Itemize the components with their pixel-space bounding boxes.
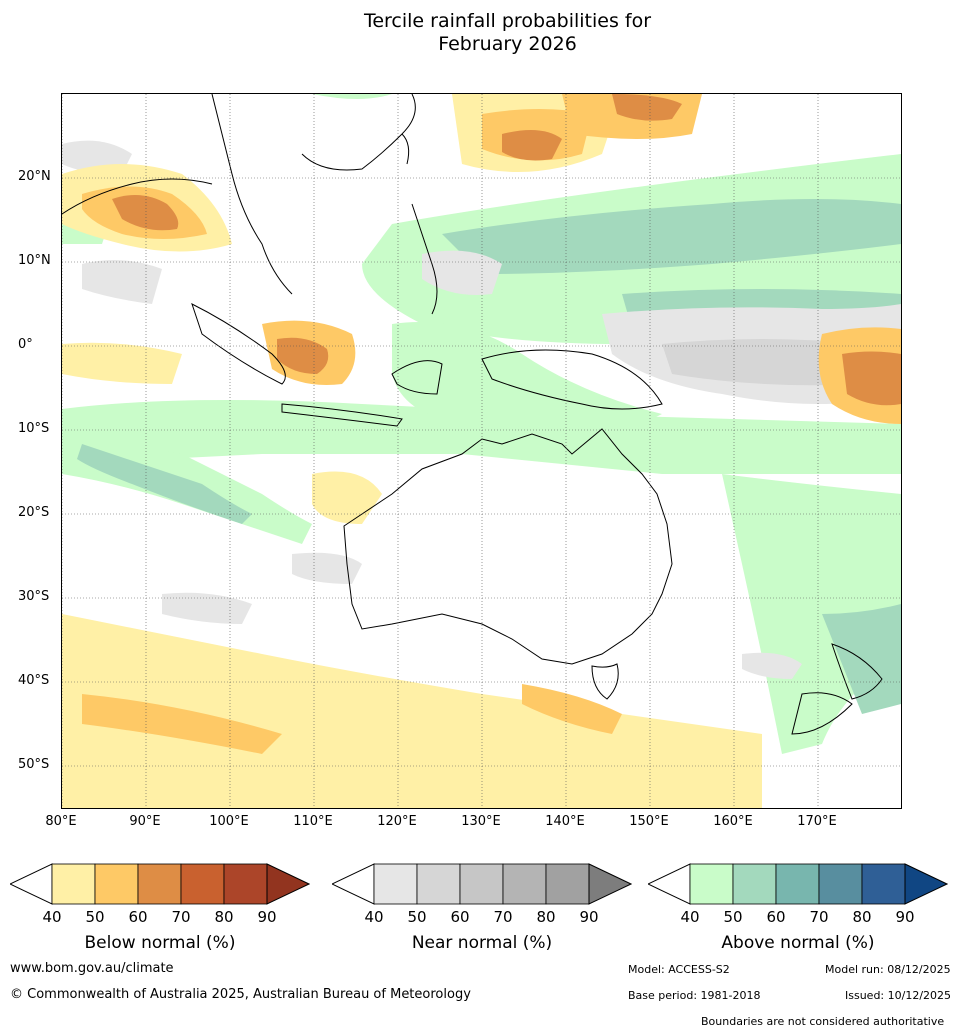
colorbar-tick: 70 [493, 908, 513, 926]
colorbar-segment [51, 863, 96, 905]
colorbar-segment [689, 863, 734, 905]
title-line-1: Tercile rainfall probabilities for [363, 10, 652, 32]
sumatra-outline [191, 303, 286, 385]
colorbar-label: Near normal (%) [411, 933, 553, 953]
forecast-map [61, 93, 902, 809]
model-name: Model: ACCESS-S2 [628, 963, 730, 976]
colorbar-segment [545, 863, 590, 905]
colorbar-tick: 70 [171, 908, 191, 926]
colorbar-tick: 40 [364, 908, 384, 926]
lon-label: 170°E [797, 814, 837, 829]
lat-label: 30°S [18, 589, 50, 604]
colorbar-under [8, 863, 53, 905]
colorbar-segment [732, 863, 777, 905]
graticule [62, 94, 901, 808]
java-outline [281, 403, 403, 427]
north-island-outline [831, 643, 883, 700]
colorbar-label: Above normal (%) [721, 933, 875, 953]
philippines-outline [411, 203, 438, 315]
colorbar-segment [223, 863, 268, 905]
lat-label: 20°N [18, 169, 51, 184]
lat-label: 50°S [18, 757, 50, 772]
lon-label: 140°E [545, 814, 585, 829]
colorbar-tick: 40 [42, 908, 62, 926]
lon-label: 90°E [129, 814, 161, 829]
disclaimer: Boundaries are not considered authoritat… [701, 1015, 945, 1028]
lon-label: 80°E [45, 814, 77, 829]
map-canvas [62, 94, 901, 808]
base-period: Base period: 1981-2018 [628, 989, 761, 1002]
mainland-asia-outline [211, 94, 293, 295]
colorbar-tick: 80 [536, 908, 556, 926]
colorbar-legend: 40 50 60 70 80 90 Above normal (%) [646, 863, 949, 963]
colorbar-tick: 60 [450, 908, 470, 926]
colorbar-segment [502, 863, 547, 905]
australia-outline [343, 428, 673, 665]
colorbar-over [266, 863, 311, 905]
colorbar-tick: 90 [895, 908, 915, 926]
map-title: Tercile rainfall probabilities for Febru… [0, 10, 965, 56]
lon-label: 150°E [629, 814, 669, 829]
colorbar-tick: 50 [85, 908, 105, 926]
title-line-2: February 2026 [438, 33, 577, 55]
colorbar-tick: 70 [809, 908, 829, 926]
lon-label: 120°E [377, 814, 417, 829]
lat-label: 10°N [18, 253, 51, 268]
website-link[interactable]: www.bom.gov.au/climate [10, 961, 174, 976]
colorbar-segment [180, 863, 225, 905]
colorbar-segment [818, 863, 863, 905]
taiwan-outline [401, 133, 410, 165]
lat-label: 20°S [18, 505, 50, 520]
colorbar-segment [861, 863, 906, 905]
colorbar-legend: 40 50 60 70 80 90 Near normal (%) [330, 863, 633, 963]
colorbar-label: Below normal (%) [84, 933, 236, 953]
coastlines [62, 94, 883, 735]
colorbar [8, 863, 311, 905]
copyright: © Commonwealth of Australia 2025, Austra… [10, 987, 471, 1002]
colorbar-tick: 50 [723, 908, 743, 926]
colorbar-tick: 90 [579, 908, 599, 926]
colorbar-over [588, 863, 633, 905]
colorbar-tick: 60 [766, 908, 786, 926]
colorbar-segment [416, 863, 461, 905]
lat-label: 40°S [18, 673, 50, 688]
lon-label: 160°E [713, 814, 753, 829]
colorbar-tick: 80 [852, 908, 872, 926]
colorbar-segment [459, 863, 504, 905]
colorbar-segment [137, 863, 182, 905]
lat-label: 10°S [18, 421, 50, 436]
lon-label: 130°E [461, 814, 501, 829]
colorbar-tick: 60 [128, 908, 148, 926]
india-coast-outline [62, 178, 213, 215]
colorbar [646, 863, 949, 905]
colorbar [330, 863, 633, 905]
colorbar-segment [373, 863, 418, 905]
below-normal-regions [62, 94, 901, 808]
colorbar-segment [775, 863, 820, 905]
lat-label: 0° [18, 337, 33, 352]
colorbar-under [646, 863, 691, 905]
colorbar-tick: 80 [214, 908, 234, 926]
issued-date: Issued: 10/12/2025 [845, 989, 952, 1002]
new-guinea-outline [481, 349, 663, 410]
tasmania-outline [591, 663, 619, 700]
colorbar-over [904, 863, 949, 905]
lon-label: 100°E [209, 814, 249, 829]
colorbar-tick: 40 [680, 908, 700, 926]
borneo-outline [391, 360, 443, 395]
south-island-outline [791, 692, 853, 735]
lon-label: 110°E [293, 814, 333, 829]
colorbar-tick: 90 [257, 908, 277, 926]
colorbar-segment [94, 863, 139, 905]
colorbar-under [330, 863, 375, 905]
model-run: Model run: 08/12/2025 [825, 963, 951, 976]
colorbar-legend: 40 50 60 70 80 90 Below normal (%) [8, 863, 311, 963]
china-coast-outline [301, 94, 416, 171]
colorbar-tick: 50 [407, 908, 427, 926]
